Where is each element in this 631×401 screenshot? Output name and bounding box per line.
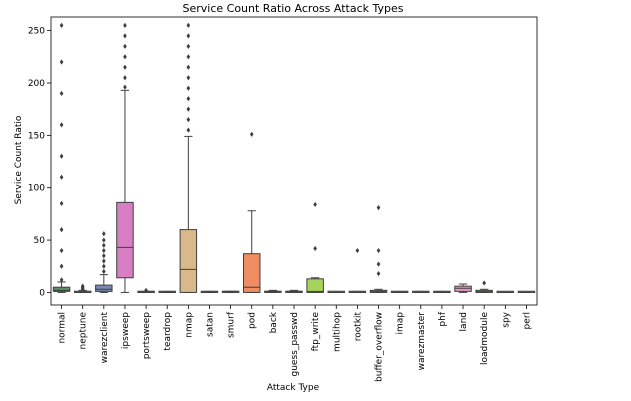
outlier-point xyxy=(144,287,148,293)
box-normal xyxy=(52,286,71,292)
outlier-point xyxy=(355,247,360,254)
outlier-point xyxy=(376,247,381,254)
outlier-point xyxy=(186,96,191,102)
outlier-point xyxy=(123,84,127,90)
x-tick-label: warezclient xyxy=(100,312,110,364)
outlier-point xyxy=(123,75,127,81)
x-tick-label: smurf xyxy=(227,311,237,338)
x-tick-label: ipsweep xyxy=(121,312,131,349)
x-tick-label: normal xyxy=(58,312,68,344)
outlier-point xyxy=(59,226,64,233)
y-tick-label: 50 xyxy=(34,236,46,246)
x-tick-label: ftp_write xyxy=(311,312,321,352)
outlier-point xyxy=(376,270,381,277)
y-axis-label: Service Count Ratio xyxy=(14,115,24,204)
outlier-point xyxy=(123,33,127,39)
outlier-point xyxy=(376,261,381,267)
x-tick-label: spy xyxy=(501,311,511,327)
y-tick-label: 200 xyxy=(28,79,45,89)
outlier-point xyxy=(123,22,127,28)
y-tick-label: 250 xyxy=(28,27,45,37)
outlier-point xyxy=(186,127,191,133)
outlier-point xyxy=(102,253,106,259)
outlier-point xyxy=(186,75,191,81)
box-ftp_write xyxy=(306,278,324,293)
box-ipsweep xyxy=(116,201,134,279)
plot-area: 0 50 100 150 200 250 normal neptune warezclient i… xyxy=(28,16,538,382)
outlier-point xyxy=(186,106,191,112)
x-tick-label: land xyxy=(459,312,469,331)
outlier-point xyxy=(186,54,191,60)
x-tick-label: phf xyxy=(438,311,448,326)
outlier-point xyxy=(123,64,127,70)
x-tick-label: pod xyxy=(248,312,258,329)
outlier-point xyxy=(59,277,64,283)
y-tick-label: 0 xyxy=(39,288,45,298)
outlier-point xyxy=(376,205,381,211)
box-warezclient xyxy=(95,284,113,292)
outlier-point xyxy=(313,245,317,252)
box-nmap xyxy=(179,229,198,293)
x-tick-label: satan xyxy=(205,312,215,337)
box-land xyxy=(454,285,472,292)
outlier-point xyxy=(102,247,106,254)
outlier-point xyxy=(186,64,191,70)
x-tick-label: loadmodule xyxy=(480,312,490,365)
x-tick-label: multihop xyxy=(332,312,342,352)
outlier-point xyxy=(80,283,85,289)
outlier-point xyxy=(186,85,191,91)
outlier-point xyxy=(249,131,254,137)
outlier-point xyxy=(102,263,106,269)
box-pod xyxy=(242,253,261,293)
outlier-point xyxy=(123,43,127,49)
outlier-point xyxy=(59,122,64,128)
x-tick-label: buffer_overflow xyxy=(375,312,385,382)
x-tick-label: warezmaster xyxy=(417,312,427,371)
x-tick-label: portsweep xyxy=(142,312,152,360)
chart-title: Service Count Ratio Across Attack Types xyxy=(182,2,403,15)
outlier-point xyxy=(186,33,191,39)
outlier-point xyxy=(59,22,64,28)
outlier-point xyxy=(102,237,106,243)
outlier-point xyxy=(102,231,106,237)
x-tick-label: guess_passwd xyxy=(290,312,300,377)
outlier-point xyxy=(102,268,106,275)
outlier-point xyxy=(59,153,64,159)
outlier-point xyxy=(482,280,486,286)
outlier-point xyxy=(59,174,64,180)
x-tick-label: rootkit xyxy=(353,312,363,342)
x-tick-label: neptune xyxy=(79,312,89,350)
outlier-point xyxy=(59,263,64,269)
x-axis-label: Attack Type xyxy=(267,383,320,393)
outlier-point xyxy=(102,258,106,264)
x-tick-label: perl xyxy=(522,312,532,329)
outlier-point xyxy=(59,90,64,97)
outlier-point xyxy=(59,247,64,254)
outlier-point xyxy=(186,117,191,123)
x-tick-label: back xyxy=(269,311,279,333)
x-tick-label: imap xyxy=(396,312,406,335)
outlier-point xyxy=(59,59,64,65)
outlier-point xyxy=(102,242,106,248)
x-tick-label: nmap xyxy=(184,312,194,338)
outlier-point xyxy=(313,201,317,208)
y-tick-label: 150 xyxy=(28,131,45,141)
outlier-point xyxy=(186,43,191,49)
outlier-point xyxy=(123,54,127,60)
outlier-point xyxy=(59,200,64,207)
x-tick-label: teardrop xyxy=(163,312,173,351)
y-tick-label: 100 xyxy=(28,184,45,194)
outlier-point xyxy=(186,22,191,28)
